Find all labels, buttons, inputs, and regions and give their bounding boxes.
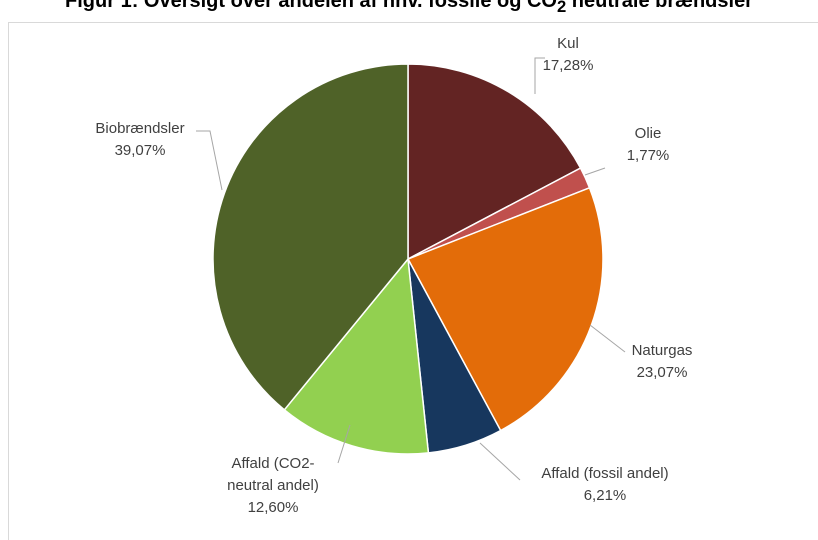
chart-title: Figur 1: Oversigt over andelen af hhv. f… <box>0 0 818 20</box>
slice-category-label: neutral andel) <box>227 477 319 494</box>
leader-line-2 <box>589 324 626 353</box>
leader-line-4 <box>337 424 351 464</box>
slice-value-label: 39,07% <box>115 142 166 159</box>
slice-category-label: Olie <box>635 125 662 142</box>
leader-line-5 <box>196 130 223 191</box>
chart-frame <box>8 22 818 540</box>
slice-value-label: 17,28% <box>543 57 594 74</box>
slice-value-label: 1,77% <box>627 147 670 164</box>
slice-label-0: Kul 17,28% <box>543 35 594 74</box>
slice-category-label: Kul <box>557 35 579 52</box>
slice-value-label: 12,60% <box>248 499 299 516</box>
pie-slice-5 <box>212 63 409 411</box>
chart-title-tail: neutrale brændsler <box>566 0 753 12</box>
leader-line-0 <box>534 57 545 94</box>
slice-label-5: Biobrændsler 39,07% <box>95 120 184 159</box>
slice-label-1: Olie 1,77% <box>627 125 670 164</box>
slice-label-4: Affald (CO2- neutral andel) 12,60% <box>227 455 319 516</box>
slice-label-2: Naturgas 23,07% <box>632 342 693 381</box>
pie-slice-0 <box>407 63 582 261</box>
slice-category-label: Biobrændsler <box>95 120 184 137</box>
leader-line-3 <box>479 442 521 481</box>
slice-category-label: Affald (fossil andel) <box>541 465 668 482</box>
slice-category-label: Affald (CO2- <box>231 455 314 472</box>
slice-value-label: 23,07% <box>637 364 688 381</box>
leader-line-1 <box>584 167 606 176</box>
slice-category-label: Naturgas <box>632 342 693 359</box>
slice-value-label: 6,21% <box>584 487 627 504</box>
chart-title-main: Figur 1: Oversigt over andelen af hhv. f… <box>65 0 557 12</box>
slice-label-3: Affald (fossil andel) 6,21% <box>541 465 668 504</box>
pie-slice-4 <box>283 257 430 455</box>
chart-title-subscript: 2 <box>556 0 567 16</box>
